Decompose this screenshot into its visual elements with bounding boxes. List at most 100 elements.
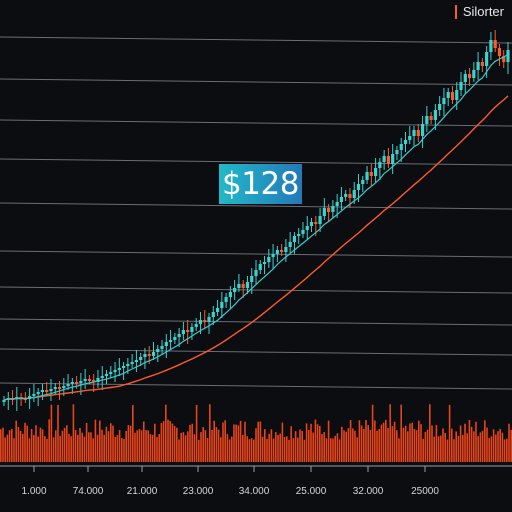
volume-bar	[33, 434, 35, 462]
candle-body	[228, 292, 232, 297]
volume-bar	[299, 429, 301, 462]
legend: Silorter	[454, 4, 504, 19]
volume-bar	[110, 423, 112, 462]
volume-bar	[154, 423, 156, 462]
volume-bar	[103, 434, 105, 462]
candle-body	[502, 56, 506, 62]
grid-line	[0, 78, 512, 86]
volume-bar	[26, 425, 28, 462]
volume-bar	[407, 431, 409, 462]
volume-bar	[266, 438, 268, 462]
volume-bar	[17, 427, 20, 462]
volume-bar	[136, 430, 138, 462]
volume-bar	[70, 436, 72, 462]
volume-bar	[171, 423, 174, 462]
candle-body	[57, 387, 62, 389]
volume-bar	[314, 419, 317, 462]
volume-bar	[270, 429, 273, 462]
volume-bar	[435, 425, 438, 462]
grid-line	[0, 36, 512, 44]
candle-body	[168, 340, 173, 342]
candle-body	[463, 74, 467, 82]
volume-bar	[79, 427, 81, 462]
candle-body	[70, 382, 74, 384]
volume-bar	[149, 434, 152, 462]
volume-bar	[459, 425, 462, 462]
volume-bar	[233, 424, 235, 462]
volume-bar	[231, 436, 233, 462]
volume-bar	[283, 436, 286, 462]
volume-bar	[213, 420, 215, 462]
volume-bar	[303, 439, 306, 462]
volume-bar	[468, 420, 471, 462]
volume-bar	[37, 436, 39, 462]
volume-bar	[244, 421, 246, 462]
candle-body	[408, 136, 412, 140]
volume-bar	[0, 429, 2, 462]
candle-body	[493, 40, 497, 48]
candle-body	[40, 390, 45, 392]
volume-bar	[68, 433, 70, 462]
ma-slow-line	[3, 95, 509, 401]
volume-bar	[288, 439, 290, 462]
volume-bar	[464, 423, 466, 462]
candle-body	[220, 302, 224, 308]
candle-body	[459, 82, 463, 90]
volume-bar	[426, 429, 429, 462]
volume-bar	[272, 438, 275, 462]
grid-line	[0, 318, 512, 326]
volume-bar	[92, 438, 94, 462]
volume-bar	[242, 434, 244, 462]
volume-bar	[66, 425, 68, 462]
candle-body	[365, 172, 369, 180]
volume-bar	[508, 423, 510, 462]
volume-bar	[391, 426, 394, 462]
grid-line	[0, 348, 512, 356]
volume-bar	[15, 420, 17, 462]
volume-layer	[0, 404, 512, 462]
volume-bar	[332, 438, 334, 462]
candle-body	[356, 184, 361, 190]
volume-bar	[61, 430, 64, 462]
candle-body	[433, 110, 437, 120]
volume-bar	[178, 439, 180, 462]
x-tick-label: 21.000	[127, 486, 158, 497]
candle-body	[267, 257, 271, 262]
volume-bar	[48, 419, 50, 462]
candle-body	[96, 378, 100, 382]
volume-bar	[466, 433, 468, 462]
volume-bar	[222, 422, 224, 462]
candle-body	[241, 284, 245, 288]
candle-body	[177, 334, 181, 337]
candle-body	[147, 354, 151, 356]
candle-body	[420, 124, 425, 136]
volume-bar	[475, 421, 477, 462]
volume-bar	[46, 438, 48, 462]
volume-bar	[402, 427, 405, 462]
volume-bar	[167, 419, 169, 462]
volume-bar	[363, 429, 365, 462]
volume-bar	[187, 431, 189, 462]
volume-bar	[259, 421, 262, 462]
candle-body	[497, 48, 502, 56]
candle-body	[429, 116, 433, 120]
candle-body	[352, 190, 356, 198]
x-tick-label: 25000	[411, 486, 439, 497]
x-tick-label: 1.000	[21, 486, 46, 497]
volume-bar	[481, 430, 484, 462]
candle-body	[36, 392, 40, 394]
candle-body	[121, 366, 126, 368]
candle-body	[45, 390, 49, 392]
volume-bar	[336, 433, 339, 462]
volume-bar	[85, 422, 88, 462]
volume-bar	[341, 426, 343, 462]
volume-bar	[369, 429, 372, 462]
volume-bar	[83, 436, 86, 462]
x-axis: 1.000 74.000 21.000 23.000 34.000 25.000 32.00…	[0, 465, 512, 497]
volume-bar	[101, 429, 103, 462]
volume-bar	[39, 427, 42, 462]
candle-body	[416, 130, 420, 136]
volume-bar	[501, 432, 504, 462]
candle-body	[203, 320, 207, 322]
candle-body	[344, 194, 348, 197]
